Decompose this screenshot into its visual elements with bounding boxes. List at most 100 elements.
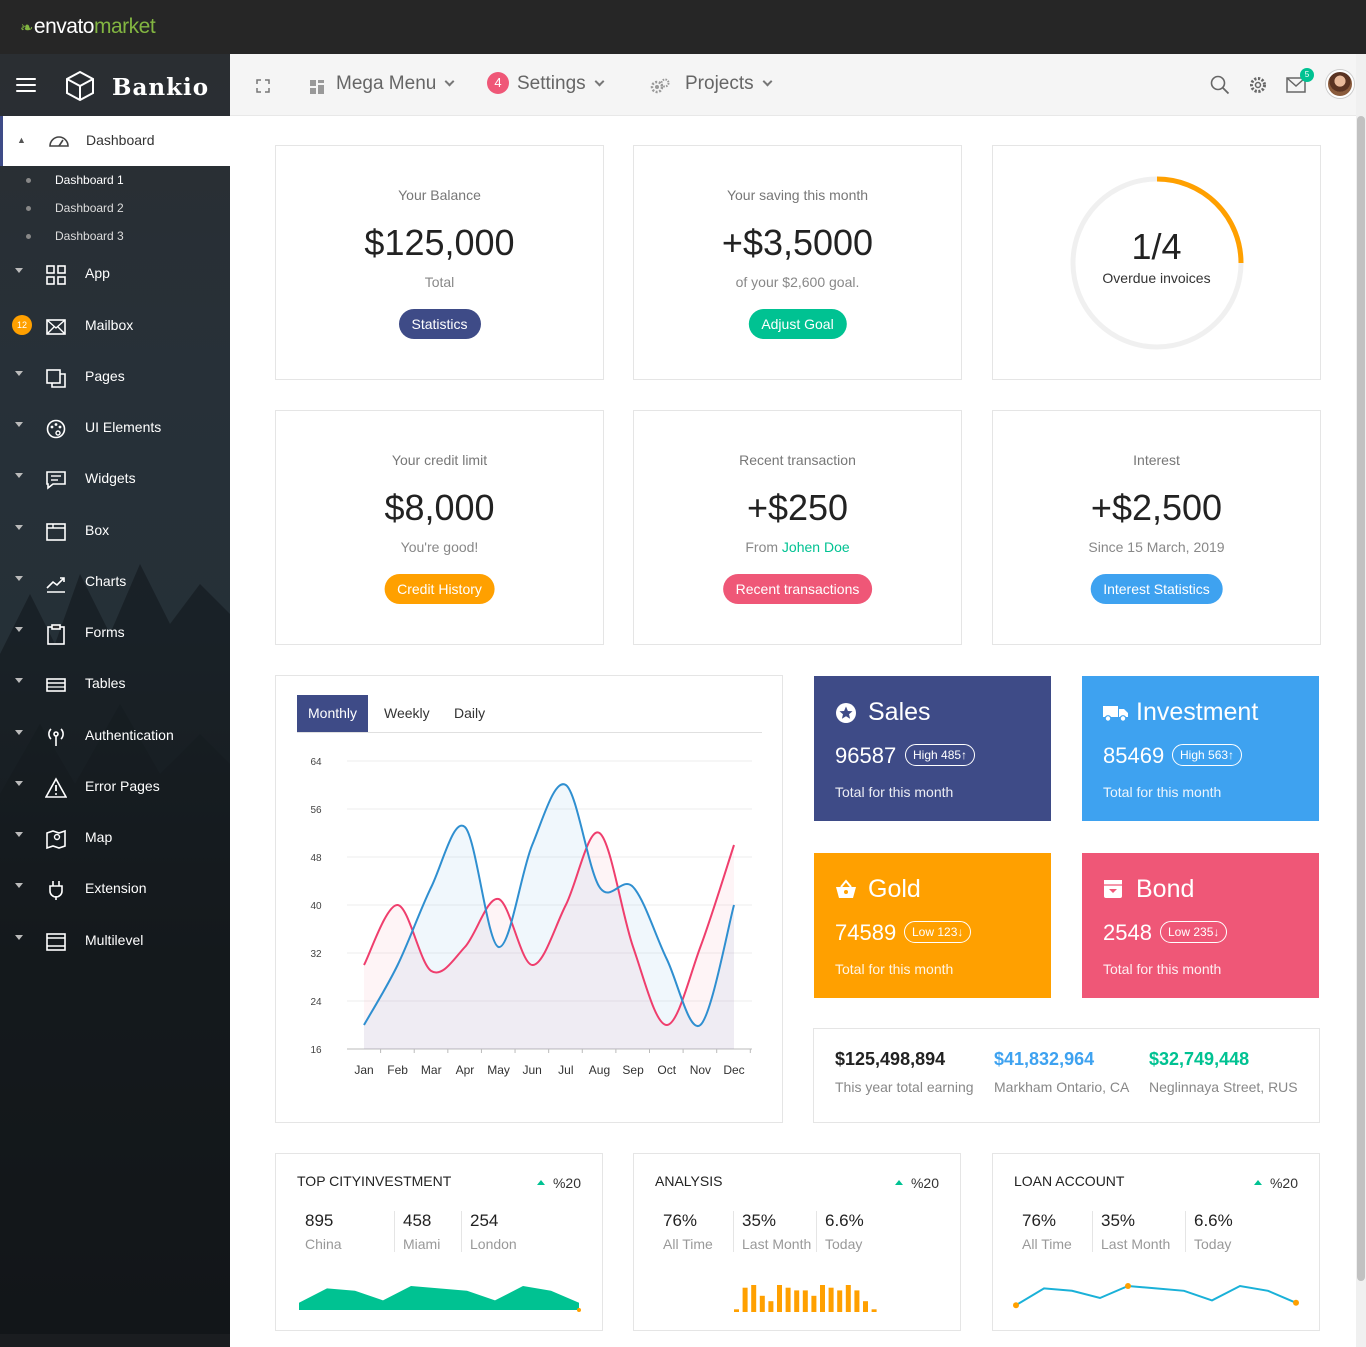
mini-stat-label: China: [305, 1236, 342, 1252]
bullet-icon: [26, 206, 31, 211]
tab-monthly[interactable]: Monthly: [297, 695, 369, 732]
invoice-progress-ring: [1070, 176, 1244, 350]
x-tick-label: Jul: [558, 1063, 573, 1077]
chevron-down-icon: [444, 76, 455, 87]
statistics-button[interactable]: Statistics: [398, 309, 481, 339]
interest-card: Interest +$2,500 Since 15 March, 2019 In…: [992, 410, 1321, 645]
y-tick-label: 64: [310, 757, 322, 768]
hamburger-icon[interactable]: [16, 78, 36, 94]
caret-down-icon: [15, 576, 23, 581]
sidebar-item-label: Mailbox: [85, 317, 134, 333]
gear-icon[interactable]: [1248, 75, 1268, 95]
sidebar-item-box[interactable]: Box: [0, 507, 230, 558]
x-tick-label: May: [487, 1063, 510, 1077]
revenue-chart-card: Monthly Weekly Daily 16 24 32 40 48 56 64 Jan Fe…: [275, 675, 783, 1123]
analysis-card: ANALYSIS %20 76% All Time 35% Last Month 6.6% T…: [633, 1153, 961, 1331]
gold-tile[interactable]: Gold 74589 Low 123↓ Total for this month: [814, 853, 1051, 998]
projects-dropdown[interactable]: Projects: [685, 73, 773, 95]
tile-footer: Total for this month: [835, 961, 954, 977]
fullscreen-icon[interactable]: [256, 79, 270, 93]
trend-icon: [46, 577, 65, 593]
credit-history-button[interactable]: Credit History: [384, 574, 495, 604]
tile-title: Sales: [868, 698, 931, 726]
submenu-item-label: Dashboard 1: [55, 173, 124, 187]
mini-card-title: ANALYSIS: [655, 1173, 723, 1189]
invoice-value: 1/4: [1131, 226, 1182, 267]
sidebar: Bankio ▲ Dashboard Dashboard 1 Dashboard …: [0, 54, 230, 1347]
bond-tile[interactable]: Bond 2548 Low 235↓ Total for this month: [1082, 853, 1319, 998]
submenu-item-dashboard-2[interactable]: Dashboard 2: [0, 194, 230, 222]
series-area: [364, 784, 734, 1049]
sidebar-item-label: Extension: [85, 880, 147, 896]
sidebar-item-label: Dashboard: [86, 132, 155, 148]
sidebar-item-tables[interactable]: Tables: [0, 660, 230, 711]
download-box-icon: [1104, 880, 1122, 898]
sidebar-item-forms[interactable]: Forms: [0, 609, 230, 660]
sparkline-chart: [1013, 1283, 1299, 1309]
investment-tile[interactable]: Investment 85469 High 563↑ Total for thi…: [1082, 676, 1319, 821]
sidebar-item-multilevel[interactable]: Multilevel: [0, 917, 230, 968]
adjust-goal-button[interactable]: Adjust Goal: [748, 309, 847, 339]
mini-stat-label: All Time: [663, 1236, 713, 1252]
sidebar-item-ui-elements[interactable]: UI Elements: [0, 404, 230, 455]
gears-icon: [650, 78, 670, 94]
sidebar-item-extension[interactable]: Extension: [0, 865, 230, 916]
submenu-item-dashboard-1[interactable]: Dashboard 1: [0, 166, 230, 194]
mini-card-title: TOP CITYINVESTMENT: [297, 1173, 452, 1189]
scrollbar-thumb[interactable]: [1357, 116, 1365, 1281]
mini-stat: 458 Miami: [394, 1211, 448, 1252]
mini-card-percent: %20: [894, 1175, 939, 1191]
sidebar-item-map[interactable]: Map: [0, 814, 230, 865]
sales-tile[interactable]: Sales 96587 High 485↑ Total for this mon…: [814, 676, 1051, 821]
y-tick-label: 24: [310, 997, 322, 1008]
sidebar-item-error-pages[interactable]: Error Pages: [0, 763, 230, 814]
sidebar-item-mailbox[interactable]: 12 Mailbox: [0, 302, 230, 353]
speedometer-icon: [49, 136, 69, 147]
top-cityinvestment-card: TOP CITYINVESTMENT %20 895 China 458 Miami 254…: [275, 1153, 603, 1331]
card-value: $8,000: [384, 487, 495, 528]
card-title: Your saving this month: [726, 187, 869, 203]
mini-stat: 35% Last Month: [1092, 1211, 1178, 1252]
sender-link[interactable]: Johen Doe: [781, 539, 850, 555]
avatar[interactable]: [1326, 70, 1354, 98]
mini-stat-label: Miami: [403, 1236, 441, 1252]
brand-name[interactable]: Bankio: [112, 74, 210, 101]
loan-account-card: LOAN ACCOUNT %20 76% All Time 35% Last Month 6…: [992, 1153, 1320, 1331]
tile-footer: Total for this month: [835, 784, 954, 800]
sidebar-item-widgets[interactable]: Widgets: [0, 455, 230, 506]
clipboard-icon: [47, 624, 65, 645]
spark-bar: [871, 1309, 877, 1312]
sidebar-item-dashboard[interactable]: ▲ Dashboard: [0, 116, 230, 166]
sidebar-item-pages[interactable]: Pages: [0, 353, 230, 404]
sidebar-item-app[interactable]: App: [0, 250, 230, 301]
sidebar-item-label: App: [85, 265, 110, 281]
tab-weekly[interactable]: Weekly: [384, 705, 430, 721]
recent-transaction-card: Recent transaction +$250 From Johen Doe …: [633, 410, 962, 645]
spark-bar: [854, 1290, 860, 1312]
submenu-item-dashboard-3[interactable]: Dashboard 3: [0, 222, 230, 250]
earning-value: $32,749,448: [1149, 1049, 1250, 1069]
sidebar-item-authentication[interactable]: Authentication: [0, 712, 230, 763]
mini-card-title: LOAN ACCOUNT: [1014, 1173, 1125, 1189]
tab-divider: [297, 732, 762, 733]
sparkline-chart: [734, 1285, 877, 1312]
recent-transactions-button[interactable]: Recent transactions: [722, 574, 873, 604]
mini-stat: 76% All Time: [1014, 1211, 1080, 1252]
sidebar-item-charts[interactable]: Charts: [0, 558, 230, 609]
mini-card-percent: %20: [1253, 1175, 1298, 1191]
interest-statistics-button[interactable]: Interest Statistics: [1090, 574, 1223, 604]
search-icon[interactable]: [1210, 75, 1230, 95]
line-chart: 16 24 32 40 48 56 64 Jan Feb Mar Apr May Jun Jul Aug Se…: [310, 757, 752, 1077]
settings-dropdown[interactable]: 4 Settings: [487, 72, 605, 96]
sidebar-item-label: Multilevel: [85, 932, 144, 948]
tab-daily[interactable]: Daily: [454, 705, 486, 721]
envato-logo[interactable]: ❧envatomarket: [20, 15, 156, 39]
earning-value: $125,498,894: [835, 1049, 946, 1069]
mega-menu-dropdown[interactable]: Mega Menu: [336, 73, 455, 95]
mini-stat-value: 6.6%: [1194, 1211, 1233, 1230]
caret-down-icon: [15, 525, 23, 530]
earnings-card: $125,498,894 This year total earning $41,…: [813, 1028, 1320, 1123]
x-tick-label: Apr: [456, 1063, 475, 1077]
x-tick-label: Jan: [354, 1063, 373, 1077]
spark-point: [1125, 1283, 1131, 1289]
